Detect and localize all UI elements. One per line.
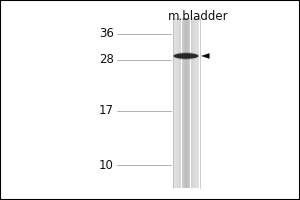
Bar — [181, 18, 182, 188]
Bar — [174, 18, 175, 188]
Text: 10: 10 — [99, 159, 114, 172]
Bar — [187, 18, 188, 188]
Bar — [173, 18, 174, 188]
Ellipse shape — [174, 53, 198, 59]
Bar — [180, 18, 181, 188]
Bar — [191, 18, 192, 188]
Bar — [183, 18, 184, 188]
Bar — [176, 18, 177, 188]
Bar — [182, 18, 183, 188]
Ellipse shape — [173, 52, 199, 60]
Bar — [194, 18, 195, 188]
Bar — [198, 18, 199, 188]
Bar — [184, 18, 185, 188]
Bar — [186, 18, 187, 188]
Bar — [190, 18, 191, 188]
Bar — [179, 18, 180, 188]
Bar — [192, 18, 193, 188]
Bar — [193, 18, 194, 188]
Bar — [178, 18, 179, 188]
Text: 36: 36 — [99, 27, 114, 40]
Bar — [189, 18, 190, 188]
Bar — [175, 18, 176, 188]
Text: 17: 17 — [99, 104, 114, 117]
Polygon shape — [201, 53, 210, 59]
Bar — [196, 18, 197, 188]
Bar — [172, 18, 173, 188]
Bar — [199, 18, 200, 188]
Text: 28: 28 — [99, 53, 114, 66]
Bar — [188, 18, 189, 188]
Text: m.bladder: m.bladder — [168, 9, 228, 22]
Bar — [197, 18, 198, 188]
Bar — [185, 18, 186, 188]
Bar — [177, 18, 178, 188]
